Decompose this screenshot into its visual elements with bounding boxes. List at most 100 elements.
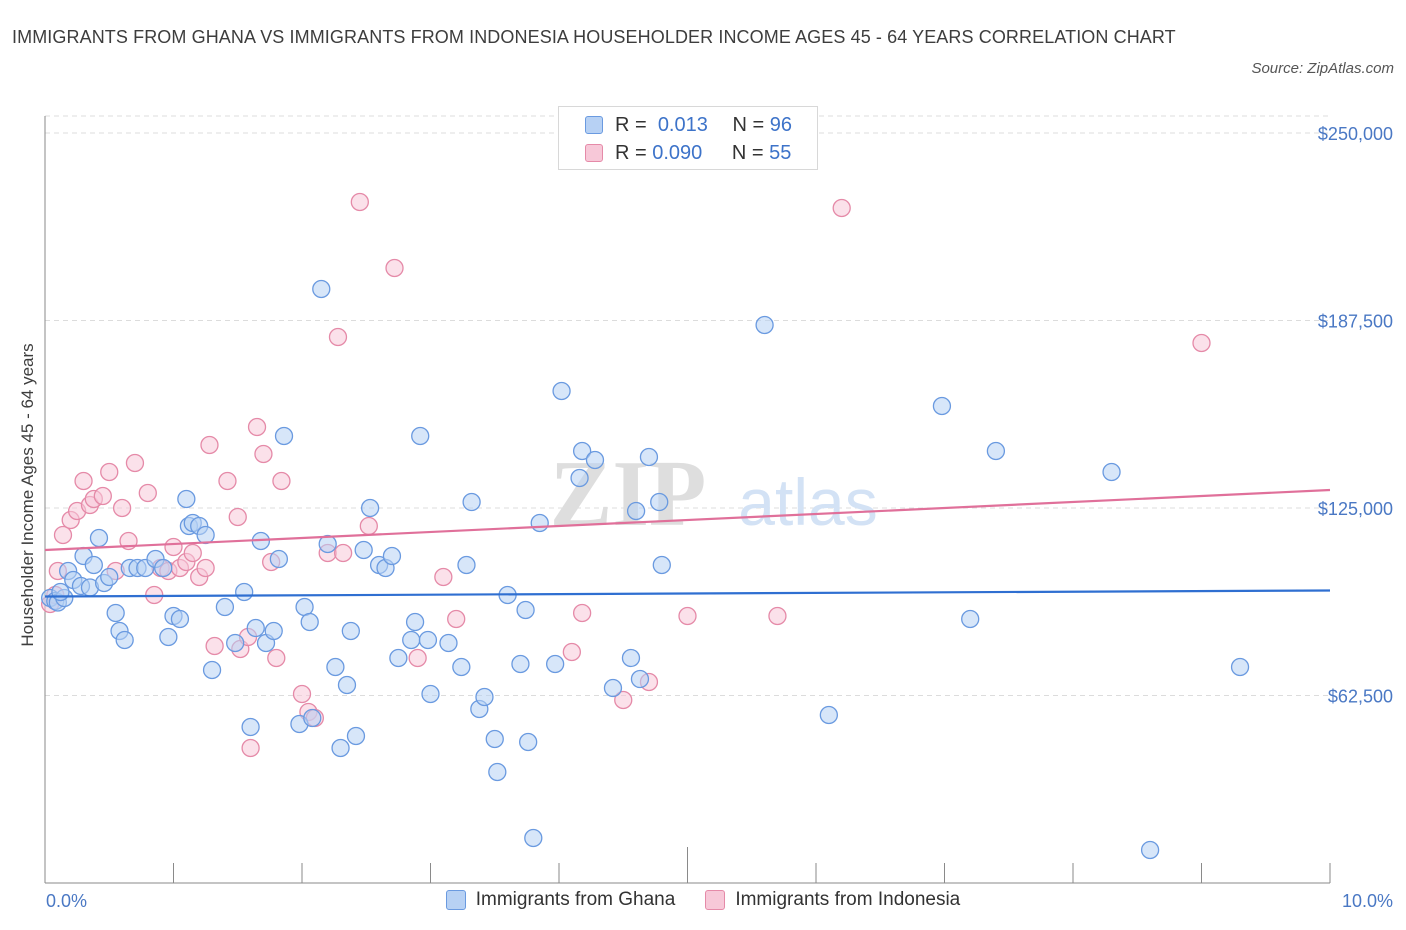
trend-line-ghana <box>44 589 1331 598</box>
point-indonesia <box>218 471 237 491</box>
point-ghana <box>755 315 774 335</box>
point-ghana <box>570 468 589 488</box>
point-ghana <box>462 492 481 512</box>
point-indonesia <box>100 462 119 482</box>
point-ghana <box>511 654 530 674</box>
legend-item-ghana[interactable]: Immigrants from Ghana <box>445 889 676 911</box>
point-indonesia <box>247 417 267 437</box>
point-ghana <box>346 726 366 746</box>
legend-r-ghana: 0.013 <box>657 113 708 136</box>
y-tick-label: $250,000 <box>1318 124 1393 144</box>
point-indonesia <box>138 483 157 503</box>
point-ghana <box>932 396 952 416</box>
point-ghana <box>202 660 222 680</box>
point-ghana <box>552 381 571 401</box>
point-indonesia <box>53 525 73 545</box>
trend-lines <box>44 488 1331 598</box>
point-ghana <box>545 654 565 674</box>
legend-label-ghana: Immigrants from Ghana <box>475 889 676 910</box>
point-ghana <box>621 648 641 668</box>
legend-r-indonesia: 0.090 <box>652 141 703 164</box>
trend-line-indonesia <box>44 488 1331 552</box>
point-indonesia <box>678 606 697 626</box>
point-ghana <box>331 738 350 758</box>
point-ghana <box>303 708 322 728</box>
point-ghana <box>246 618 265 638</box>
point-ghana <box>177 489 196 509</box>
legend-r-label: R = <box>615 113 647 136</box>
point-indonesia <box>408 648 427 668</box>
point-indonesia <box>292 684 312 704</box>
point-indonesia <box>562 642 581 662</box>
point-ghana <box>452 657 471 677</box>
point-ghana <box>819 705 838 725</box>
legend-swatch-ghana <box>585 116 603 134</box>
point-ghana <box>318 534 337 554</box>
point-indonesia <box>205 636 224 656</box>
point-indonesia <box>333 543 353 563</box>
point-ghana <box>115 630 134 650</box>
point-ghana <box>215 597 235 617</box>
point-ghana <box>1140 840 1160 860</box>
point-ghana <box>585 450 605 470</box>
point-ghana <box>235 582 254 602</box>
point-indonesia <box>183 543 202 563</box>
y-tick-label: $125,000 <box>1318 499 1393 519</box>
point-ghana <box>421 684 440 704</box>
point-ghana <box>402 630 421 650</box>
point-ghana <box>241 717 260 737</box>
y-tick-labels: $62,500 $125,000 $187,500 $250,000 <box>1318 124 1393 707</box>
point-indonesia <box>254 444 273 464</box>
watermark-zip: ZIP <box>550 442 707 546</box>
point-ghana <box>274 426 294 446</box>
point-indonesia <box>267 648 286 668</box>
watermark: ZIP atlas <box>550 442 878 546</box>
point-indonesia <box>74 471 93 491</box>
point-ghana <box>326 657 345 677</box>
legend-row-indonesia: R = 0.090 N = 55 <box>585 141 791 165</box>
point-indonesia <box>385 258 404 278</box>
point-ghana <box>300 612 319 632</box>
legend-row-ghana: R = 0.013 N = 96 <box>585 113 792 137</box>
point-ghana <box>154 558 173 578</box>
series-legend: Immigrants from Ghana Immigrants from In… <box>0 889 1406 911</box>
point-ghana <box>439 633 458 653</box>
point-ghana <box>84 555 103 575</box>
series-ghana <box>40 279 1250 860</box>
watermark-atlas: atlas <box>738 465 877 539</box>
point-ghana <box>382 546 402 566</box>
legend-n-label: N = <box>732 113 765 136</box>
point-indonesia <box>196 558 215 578</box>
point-indonesia <box>93 486 112 506</box>
point-ghana <box>530 513 549 533</box>
point-ghana <box>170 609 190 629</box>
point-ghana <box>485 729 504 749</box>
legend-n-indonesia: 55 <box>769 141 792 164</box>
point-indonesia <box>1192 333 1211 353</box>
point-indonesia <box>228 507 247 527</box>
point-ghana <box>405 612 425 632</box>
legend-n-ghana: 96 <box>769 113 792 136</box>
point-ghana <box>159 627 178 647</box>
point-indonesia <box>272 471 291 491</box>
point-ghana <box>411 426 430 446</box>
point-indonesia <box>164 537 183 557</box>
point-ghana <box>51 582 70 602</box>
axes <box>44 116 1331 884</box>
point-indonesia <box>768 606 787 626</box>
x-tick-label-max: 10.0% <box>1342 891 1393 911</box>
point-indonesia <box>328 327 348 347</box>
point-ghana <box>639 447 659 467</box>
point-ghana <box>475 687 494 707</box>
point-ghana <box>269 549 289 569</box>
point-ghana <box>1102 462 1121 482</box>
point-ghana <box>89 528 109 548</box>
point-indonesia <box>350 192 369 212</box>
y-tick-label: $187,500 <box>1318 312 1393 332</box>
legend-item-indonesia[interactable]: Immigrants from Indonesia <box>705 889 960 911</box>
point-indonesia <box>832 198 851 218</box>
point-ghana <box>312 279 331 299</box>
point-ghana <box>652 555 671 575</box>
point-ghana <box>572 441 592 461</box>
